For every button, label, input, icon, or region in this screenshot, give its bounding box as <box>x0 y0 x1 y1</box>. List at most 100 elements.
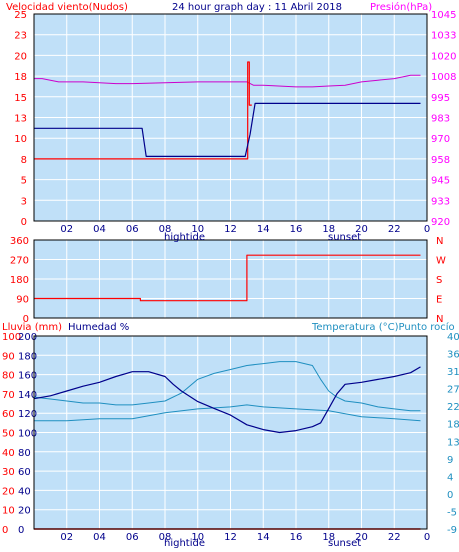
humidity-tick-label: 100 <box>18 429 37 440</box>
grid-layer <box>34 14 428 529</box>
x-tick-label: 20 <box>355 532 368 543</box>
humidity-temperature-panel-border <box>33 335 428 530</box>
x-tick-label: 10 <box>191 224 204 235</box>
wind-axis-title: Velocidad viento(Nudos) <box>6 2 128 13</box>
rain-tick-label: 60 <box>2 409 15 420</box>
dewpoint-line <box>34 404 421 422</box>
compass-tick-label: E <box>436 295 442 306</box>
chart-title: 24 hour graph day : 11 Abril 2018 <box>172 2 342 13</box>
rain-axis-title: Lluvia (mm) <box>2 322 62 333</box>
wind-tick-label: 8 <box>21 155 27 166</box>
temperature-tick-label: 31 <box>447 367 459 378</box>
direction-panel-border <box>33 239 428 319</box>
x-tick-label: 14 <box>257 532 270 543</box>
humidity-tick-label: 180 <box>18 351 37 362</box>
pressure-tick-label: 1033 <box>431 31 456 42</box>
wind-tick-label: 13 <box>14 114 27 125</box>
direction-tick-label: 90 <box>16 295 29 306</box>
wind-tick-label: 0 <box>21 217 27 228</box>
pressure-tick-label: 995 <box>431 93 450 104</box>
x-tick-label: 0 <box>424 532 430 543</box>
x-tick-label: 22 <box>388 532 401 543</box>
wind-pressure-panel-border <box>33 13 428 222</box>
pressure-tick-label: 1045 <box>431 10 456 21</box>
humidity-tick-label: 160 <box>18 371 37 382</box>
pressure-tick-label: 920 <box>431 217 450 228</box>
temperature-tick-label: 0 <box>447 490 453 501</box>
x-tick-label: 14 <box>257 224 270 235</box>
temperature-axis-title: Temperatura (°C)Punto rocío <box>311 321 455 333</box>
temperature-tick-label: 4 <box>447 472 453 483</box>
rain-tick-label: 70 <box>2 390 15 401</box>
wind-direction-line <box>34 254 421 302</box>
temperature-tick-label: 9 <box>447 455 453 466</box>
direction-tick-label: 270 <box>10 256 29 267</box>
x-tick-label: 0 <box>424 224 430 235</box>
rain-tick-label: 0 <box>2 525 8 536</box>
pressure-tick-label: 983 <box>431 114 450 125</box>
temperature-tick-label: 27 <box>447 385 459 396</box>
rain-tick-label: 20 <box>2 486 15 497</box>
x-tick-label: 08 <box>159 224 172 235</box>
axis-layer: 02 04 06 08 10 12 14 16 18 20 22 002 04 06 08 10 12 14 16 1… <box>2 10 459 543</box>
humidity-tick-label: 60 <box>18 467 31 478</box>
temperature-tick-label: 40 <box>447 332 459 343</box>
rain-tick-label: 100 <box>2 332 21 343</box>
x-tick-label: 18 <box>322 224 335 235</box>
sunset-label-top: sunset <box>328 232 361 243</box>
compass-tick-label: S <box>436 275 442 286</box>
x-tick-label: 12 <box>224 532 237 543</box>
temperature-line <box>33 361 421 412</box>
sunset-label-bottom: sunset <box>328 538 361 549</box>
x-tick-label: 04 <box>93 532 106 543</box>
humidity-tick-label: 20 <box>18 506 31 517</box>
temperature-tick-label: 36 <box>447 350 459 361</box>
direction-tick-label: 360 <box>10 236 29 247</box>
temperature-tick-label: -5 <box>447 507 457 518</box>
rain-tick-label: 80 <box>2 371 15 382</box>
wind-gust-line <box>34 61 252 160</box>
x-tick-label: 02 <box>60 224 73 235</box>
wind-tick-label: 25 <box>14 10 27 21</box>
humidity-tick-label: 140 <box>18 390 37 401</box>
wind-tick-label: 20 <box>14 51 27 62</box>
compass-tick-label: N <box>436 314 443 325</box>
x-tick-label: 10 <box>191 532 204 543</box>
pressure-tick-label: 945 <box>431 176 450 187</box>
x-tick-label: 02 <box>60 532 73 543</box>
wind-tick-label: 3 <box>21 196 27 207</box>
pressure-tick-label: 1020 <box>431 51 456 62</box>
pressure-tick-label: 933 <box>431 196 450 207</box>
temperature-tick-label: 22 <box>447 402 459 413</box>
wind-tick-label: 15 <box>14 93 27 104</box>
hightide-label-top: hightide <box>164 232 205 243</box>
pressure-tick-label: 970 <box>431 134 450 145</box>
rain-tick-label: 50 <box>2 429 15 440</box>
x-tick-label: 20 <box>355 224 368 235</box>
humidity-tick-label: 200 <box>18 332 37 343</box>
x-tick-label: 06 <box>126 532 139 543</box>
pressure-tick-label: 958 <box>431 155 450 166</box>
compass-tick-label: W <box>436 256 446 267</box>
wind-tick-label: 23 <box>14 31 27 42</box>
wind-tick-label: 5 <box>21 176 27 187</box>
hightide-label-bottom: hightide <box>164 538 205 549</box>
x-tick-label: 12 <box>224 224 237 235</box>
rain-tick-label: 10 <box>2 506 15 517</box>
temperature-tick-label: 13 <box>447 437 459 448</box>
wind-tick-label: 10 <box>14 134 27 145</box>
temperature-tick-label: -9 <box>447 525 457 536</box>
humidity-tick-label: 0 <box>18 525 24 536</box>
humidity-tick-label: 40 <box>18 486 31 497</box>
rain-tick-label: 40 <box>2 448 15 459</box>
x-tick-label: 18 <box>322 532 335 543</box>
pressure-tick-label: 1008 <box>431 72 456 83</box>
pressure-axis-title: Presión(hPa) <box>370 1 432 13</box>
wind-tick-label: 18 <box>14 72 27 83</box>
x-tick-label: 06 <box>126 224 139 235</box>
rain-tick-label: 90 <box>2 351 15 362</box>
compass-tick-label: N <box>436 236 443 247</box>
direction-tick-label: 0 <box>23 314 29 325</box>
wind-speed-line <box>34 102 421 157</box>
